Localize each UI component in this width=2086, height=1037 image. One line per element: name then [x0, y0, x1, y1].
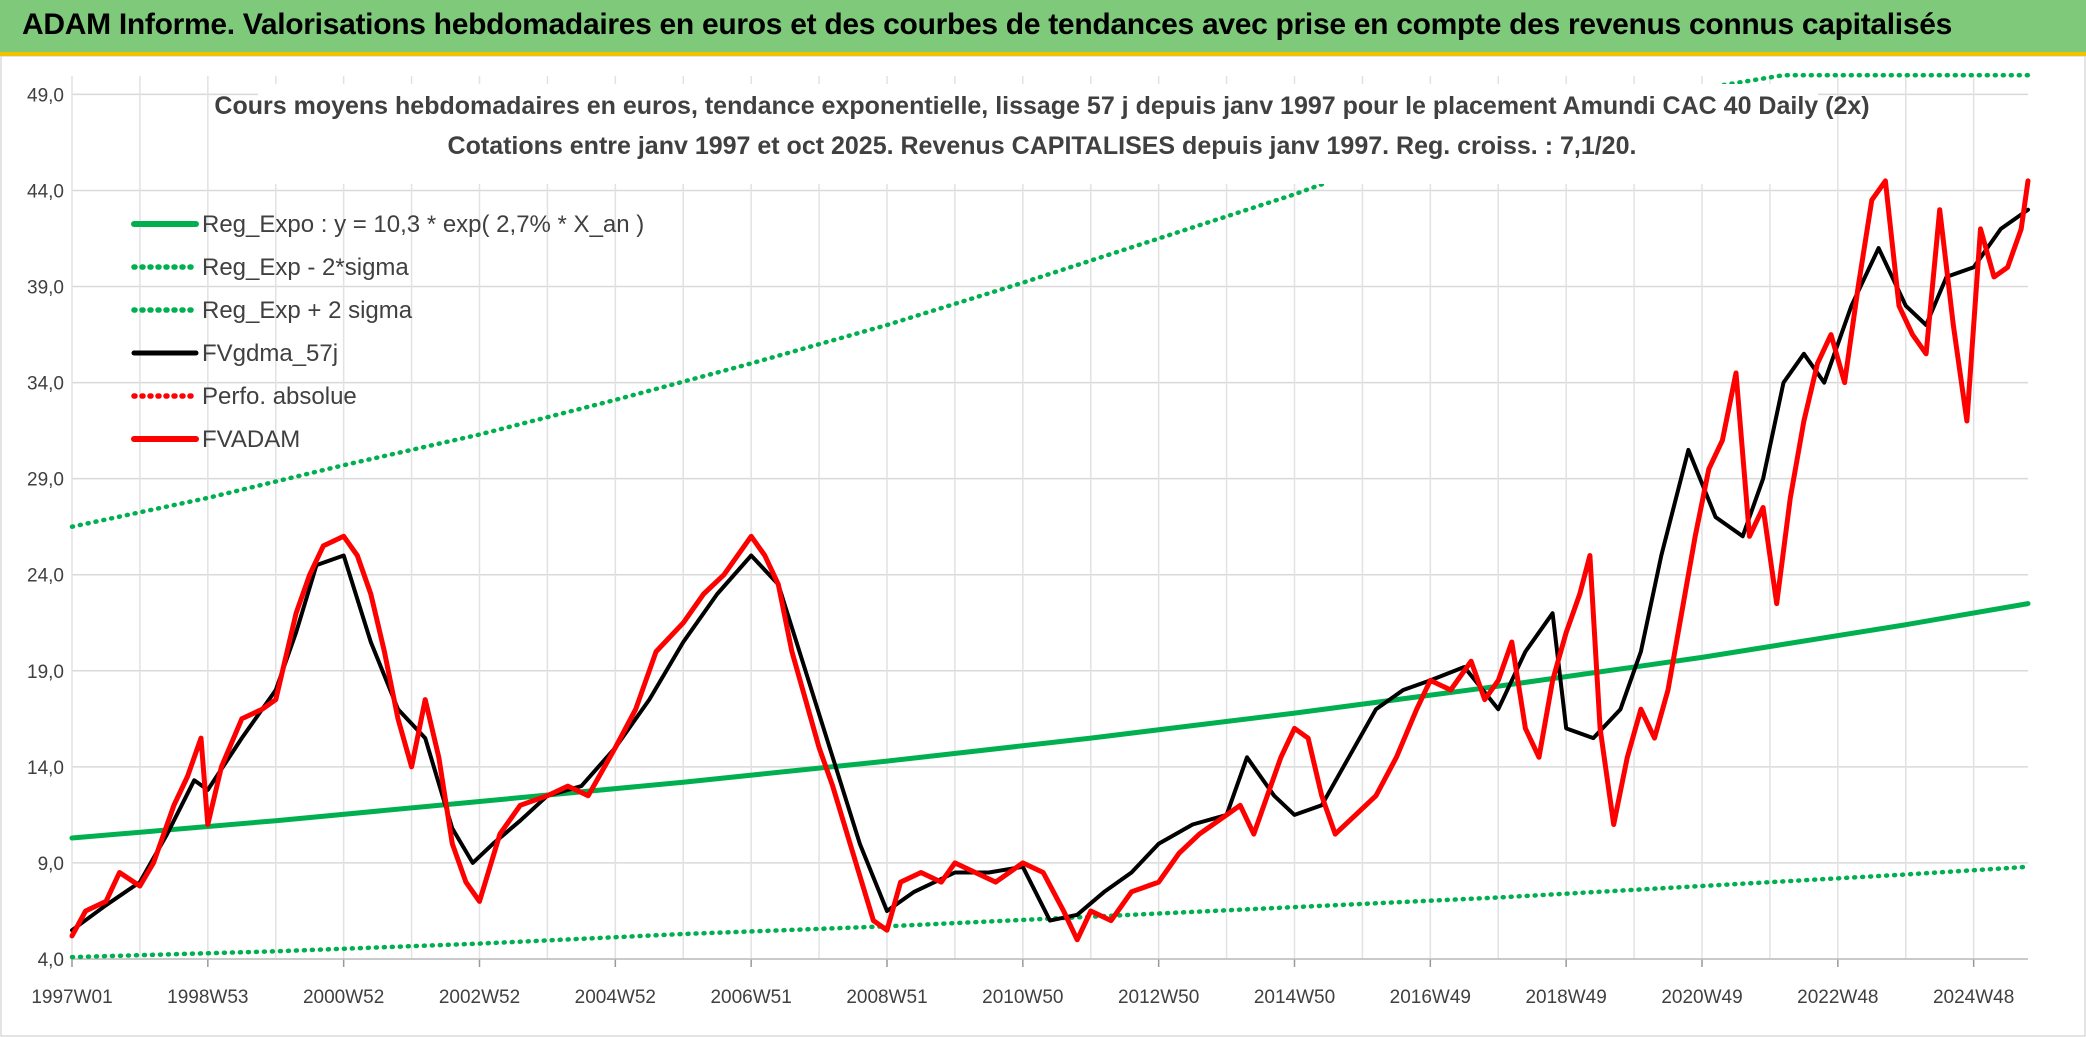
chart-titles: Cours moyens hebdomadaires en euros, ten…: [214, 84, 1870, 184]
x-tick-label: 2000W52: [303, 987, 384, 1008]
line-chart: 4,0 9,0 14,0 19,0 24,0 29,0 34,0 39,0 44,0 49,0 19…: [0, 56, 2086, 1037]
x-tick-label: 2006W51: [710, 987, 791, 1008]
chart-background: [0, 56, 2086, 1037]
x-tick-label: 1998W53: [167, 987, 248, 1008]
x-tick-label: 2022W48: [1797, 987, 1878, 1008]
y-tick-label: 14,0: [27, 758, 64, 779]
legend-label: FVADAM: [202, 426, 300, 453]
y-tick-label: 34,0: [27, 374, 64, 395]
x-tick-label: 2020W49: [1661, 987, 1742, 1008]
header-bar: ADAM Informe. Valorisations hebdomadaire…: [0, 0, 2086, 56]
legend-label: Reg_Exp - 2*sigma: [202, 254, 409, 281]
x-tick-label: 2016W49: [1390, 987, 1471, 1008]
y-tick-label: 19,0: [27, 662, 64, 683]
x-tick-label: 2010W50: [982, 987, 1063, 1008]
y-tick-label: 4,0: [38, 950, 64, 971]
x-tick-label: 2014W50: [1254, 987, 1335, 1008]
x-tick-label: 2004W52: [575, 987, 656, 1008]
reg-expo-line: [69, 601, 2031, 841]
x-tick-label: 1997W01: [31, 987, 112, 1008]
legend-label: Perfo. absolue: [202, 383, 357, 410]
y-tick-label: 39,0: [27, 278, 64, 299]
y-tick-label: 29,0: [27, 470, 64, 491]
y-tick-label: 49,0: [27, 85, 64, 106]
chart-title-line2: Cotations entre janv 1997 et oct 2025. R…: [448, 132, 1637, 160]
page-title: ADAM Informe. Valorisations hebdomadaire…: [22, 8, 1953, 41]
legend: Reg_Expo : y = 10,3 * exp( 2,7% * X_an )…: [131, 211, 644, 453]
chart-title-line1: Cours moyens hebdomadaires en euros, ten…: [214, 92, 1869, 120]
legend-label: FVgdma_57j: [202, 340, 338, 367]
x-tick-label: 2012W50: [1118, 987, 1199, 1008]
x-tick-label: 2002W52: [439, 987, 520, 1008]
y-tick-label: 44,0: [27, 181, 64, 202]
axes: 4,0 9,0 14,0 19,0 24,0 29,0 34,0 39,0 44,0 49,0 19…: [27, 85, 2028, 1008]
y-tick-label: 9,0: [38, 854, 64, 875]
y-tick-label: 24,0: [27, 566, 64, 587]
x-tick-label: 2008W51: [846, 987, 927, 1008]
x-tick-label: 2018W49: [1525, 987, 1606, 1008]
fvadam-line: [69, 178, 2031, 943]
x-tick-label: 2024W48: [1933, 987, 2014, 1008]
legend-label: Reg_Expo : y = 10,3 * exp( 2,7% * X_an ): [202, 211, 644, 238]
title-background: [258, 84, 1818, 184]
legend-label: Reg_Exp + 2 sigma: [202, 297, 413, 324]
chart-border: [0, 56, 2086, 1037]
